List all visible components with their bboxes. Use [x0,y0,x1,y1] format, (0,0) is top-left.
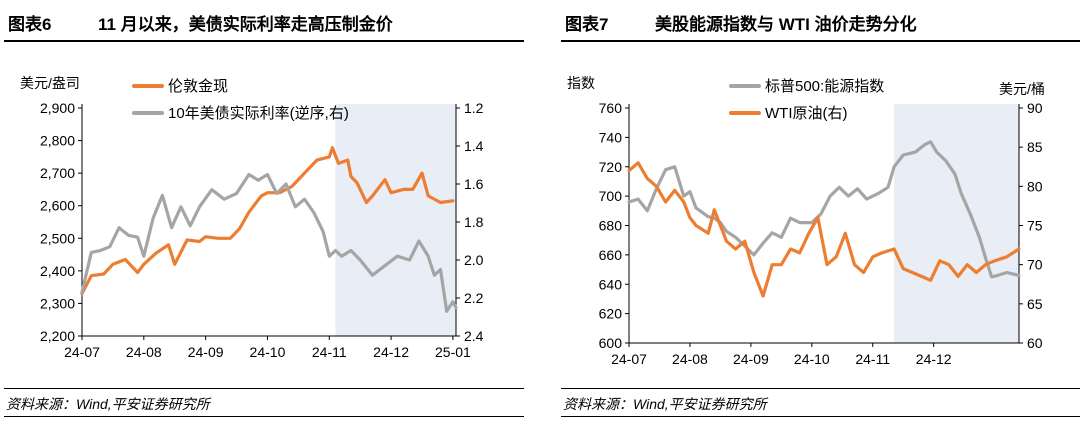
y-left-tick-label: 2,400 [40,263,75,279]
chart-panel-gold: 图表6 11 月以来，美债实际利率走高压制金价 2,200 2,300 2,400 2… [4,0,524,429]
y-left-tick-label: 2,600 [40,198,75,214]
chart-panel-energy: 图表7 美股能源指数与 WTI 油价走势分化 600 620 640 660 680 70… [561,0,1080,429]
y-left-tick-label: 740 [599,129,623,145]
y-left-tick-label: 640 [599,276,623,292]
x-tick-label: 24-08 [672,351,708,367]
figure-number: 图表7 [565,15,609,34]
y-left-tick-label: 760 [599,100,623,116]
y-left-unit-label: 指数 [567,75,595,91]
x-tick-label: 24-11 [855,351,890,367]
source-note: 资料来源：Wind,平安证券研究所 [6,396,210,412]
y-left-tick-label: 2,200 [40,328,75,344]
y-right-tick-label: 1.8 [464,214,484,230]
x-tick-label: 24-12 [916,351,952,367]
y-left-unit-label: 美元/盎司 [20,75,80,91]
y-left-tick-label: 2,900 [40,100,75,116]
y-left-tick-label: 600 [599,335,623,351]
source-rule-top [4,388,524,389]
series-line-1 [627,140,1021,279]
y-left-tick-label: 2,500 [40,230,75,246]
y-right-tick-label: 80 [1027,178,1043,194]
chart-title: 11 月以来，美债实际利率走高压制金价 [98,15,393,34]
y-right-tick-label: 1.4 [464,138,484,154]
y-left-tick-label: 620 [599,306,623,322]
y-right-tick-label: 2.4 [464,328,484,344]
gold-vs-real-yield-chart: 2,200 2,300 2,400 2,500 2,600 2,700 2,800 2,900… [20,75,484,360]
y-right-tick-label: 90 [1027,100,1043,116]
y-left-tick-label: 2,800 [40,133,75,149]
y-left-tick-label: 720 [599,159,623,175]
y-left-tick-label: 2,700 [40,165,75,181]
series-line-2 [627,161,1021,298]
legend-label-1: 标普500:能源指数 [765,78,884,95]
chart-title-row: 图表7 美股能源指数与 WTI 油价走势分化 [561,6,1080,38]
energy-index-vs-wti-chart: 600 620 640 660 680 700 720 740 760 60 65 70 75 80 85 9… [567,75,1045,367]
y-left-tick-label: 2,300 [40,295,75,311]
source-note: 资料来源：Wind,平安证券研究所 [563,396,767,412]
chart-title: 美股能源指数与 WTI 油价走势分化 [655,15,917,34]
y-right-tick-label: 2.0 [464,252,484,268]
y-right-tick-label: 65 [1027,296,1043,312]
chart-title-row: 图表6 11 月以来，美债实际利率走高压制金价 [4,6,524,38]
y-left-tick-label: 700 [599,188,623,204]
legend-label-1: 伦敦金现 [168,78,228,95]
x-tick-label: 24-09 [188,344,224,360]
series-line-1 [80,146,455,296]
shaded-period [335,104,456,336]
legend-label-2: 10年美债实际利率(逆序,右) [168,105,349,122]
series-line-2 [80,172,458,313]
y-right-tick-label: 75 [1027,218,1043,234]
figure-number: 图表6 [8,15,52,34]
y-right-tick-label: 2.2 [464,290,484,306]
x-tick-label: 24-09 [733,351,769,367]
legend-label-2: WTI原油(右) [765,105,847,122]
x-tick-label: 24-10 [794,351,830,367]
source-rule-bottom [561,416,1080,417]
x-tick-label: 25-01 [435,344,471,360]
source-rule-top [561,388,1080,389]
source-rule-bottom [4,416,524,417]
y-right-unit-label: 美元/桶 [999,81,1045,97]
x-tick-label: 24-07 [64,344,100,360]
shaded-period [894,104,1019,343]
title-rule [4,40,524,42]
y-left-tick-label: 660 [599,247,623,263]
y-right-tick-label: 60 [1027,335,1043,351]
x-tick-label: 24-12 [373,344,409,360]
x-tick-label: 24-11 [312,344,347,360]
y-left-tick-label: 680 [599,218,623,234]
y-right-tick-label: 85 [1027,139,1043,155]
x-tick-label: 24-10 [250,344,286,360]
y-right-tick-label: 70 [1027,257,1043,273]
title-rule [561,40,1080,42]
y-right-tick-label: 1.2 [464,100,484,116]
x-tick-label: 24-08 [126,344,162,360]
x-tick-label: 24-07 [611,351,647,367]
y-right-tick-label: 1.6 [464,176,484,192]
